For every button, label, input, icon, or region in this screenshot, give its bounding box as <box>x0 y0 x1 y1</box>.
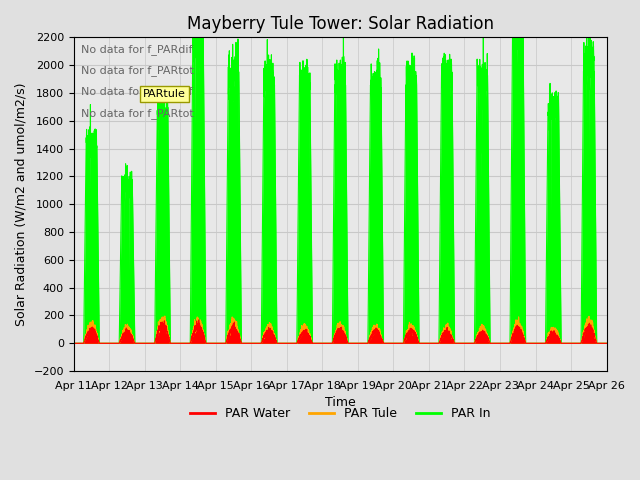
Title: Mayberry Tule Tower: Solar Radiation: Mayberry Tule Tower: Solar Radiation <box>187 15 493 33</box>
Text: PARtule: PARtule <box>143 89 186 99</box>
Text: No data for f_PARdif: No data for f_PARdif <box>81 86 192 97</box>
Legend: PAR Water, PAR Tule, PAR In: PAR Water, PAR Tule, PAR In <box>185 402 495 425</box>
Y-axis label: Solar Radiation (W/m2 and umol/m2/s): Solar Radiation (W/m2 and umol/m2/s) <box>15 83 28 326</box>
X-axis label: Time: Time <box>324 396 356 409</box>
Text: No data for f_PARtot: No data for f_PARtot <box>81 65 193 76</box>
Text: No data for f_PARdif: No data for f_PARdif <box>81 44 192 55</box>
Text: No data for f_PARtot: No data for f_PARtot <box>81 108 193 119</box>
